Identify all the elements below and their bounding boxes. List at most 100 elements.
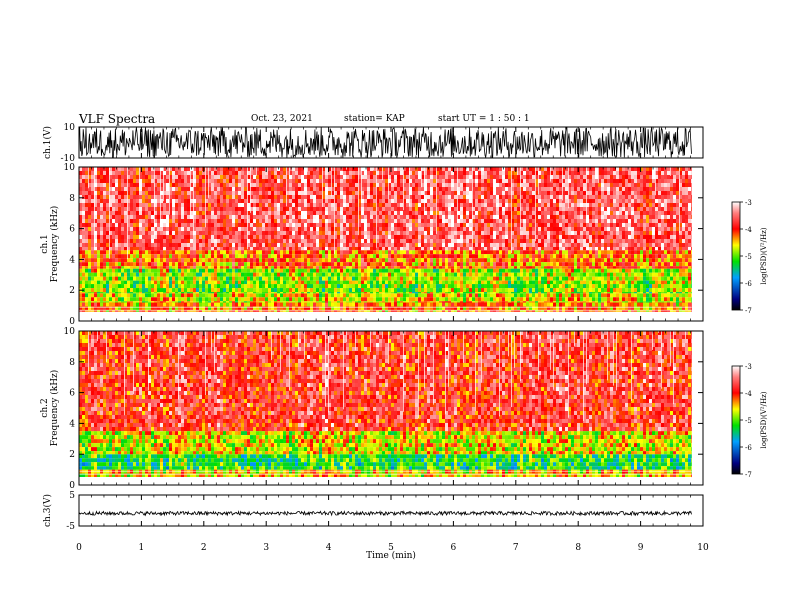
spectrogram-cell: [250, 297, 253, 301]
spectrogram-cell: [358, 262, 361, 266]
spectrogram-cell: [427, 254, 430, 258]
spectrogram-cell: [271, 293, 274, 297]
spectrogram-cell: [424, 231, 427, 235]
spectrogram-cell: [130, 250, 133, 254]
spectrogram-cell: [115, 297, 118, 301]
spectrogram-cell: [385, 231, 388, 235]
spectrogram-cell: [271, 231, 274, 235]
spectrogram-cell: [121, 199, 124, 203]
spectrogram-cell: [349, 239, 352, 243]
spectrogram-cell: [430, 235, 433, 239]
spectrogram-cell: [157, 179, 160, 183]
spectrogram-cell: [433, 288, 436, 292]
spectrogram-cell: [433, 277, 436, 281]
spectrogram-cell: [187, 195, 190, 199]
spectrogram-cell: [166, 293, 169, 297]
spectrogram-cell: [190, 247, 193, 250]
spectrogram-cell: [268, 293, 271, 297]
spectrogram-cell: [412, 231, 415, 235]
spectrogram-cell: [388, 243, 391, 247]
spectrogram-cell: [433, 215, 436, 219]
spectrogram-cell: [256, 277, 259, 281]
spectrogram-cell: [157, 311, 160, 312]
spectrogram-cell: [343, 203, 346, 207]
spectrogram-cell: [259, 199, 262, 203]
spectrogram-cell: [319, 207, 322, 211]
spectrogram-cell: [412, 258, 415, 262]
spectrogram-cell: [319, 195, 322, 199]
spectrogram-cell: [259, 269, 262, 273]
spectrogram-cell: [247, 301, 250, 302]
spectrogram-cell: [367, 179, 370, 183]
spectrogram-cell: [175, 303, 178, 307]
spectrogram-cell: [433, 258, 436, 262]
spectrogram-cell: [214, 243, 217, 247]
spectrogram-cell: [274, 250, 277, 254]
spectrogram-cell: [115, 199, 118, 203]
spectrogram-cell: [385, 243, 388, 247]
spectrogram-cell: [298, 250, 301, 254]
spectrogram-cell: [271, 199, 274, 203]
spectrogram-cell: [301, 288, 304, 292]
spectrogram-cell: [382, 269, 385, 273]
spectrogram-cell: [226, 311, 229, 312]
spectrogram-cell: [328, 258, 331, 262]
spectrogram-cell: [163, 207, 166, 211]
spectrogram-cell: [115, 239, 118, 243]
spectrogram-cell: [379, 292, 382, 293]
spectrogram-cell: [226, 183, 229, 187]
spectrogram-cell: [97, 277, 100, 281]
spectrogram-cell: [349, 293, 352, 297]
spectrogram-cell: [412, 239, 415, 243]
spectrogram-cell: [163, 301, 166, 302]
spectrogram-cell: [430, 311, 433, 312]
spectrogram-cell: [307, 215, 310, 219]
spectrogram-cell: [436, 235, 439, 239]
spectrogram-cell: [238, 262, 241, 266]
spectrogram-cell: [145, 187, 148, 191]
spectrogram-cell: [298, 195, 301, 199]
spectrogram-cell: [262, 179, 265, 183]
spectrogram-cell: [340, 207, 343, 211]
spectrogram-cell: [175, 211, 178, 215]
spectrogram-cell: [385, 250, 388, 254]
spectrogram-cell: [430, 243, 433, 247]
spectrogram-cell: [94, 288, 97, 292]
spectrogram-cell: [163, 219, 166, 223]
spectrogram-cell: [325, 311, 328, 312]
spectrogram-cell: [259, 191, 262, 195]
spectrogram-cell: [196, 273, 199, 277]
spectrogram-cell: [451, 179, 454, 183]
spectrogram-cell: [235, 247, 238, 250]
spectrogram-cell: [88, 191, 91, 195]
spectrogram-cell: [274, 311, 277, 312]
spectrogram-cell: [295, 262, 298, 266]
spectrogram-cell: [199, 266, 202, 268]
spectrogram-cell: [166, 301, 169, 302]
spectrogram-cell: [121, 301, 124, 302]
spectrogram-cell: [415, 266, 418, 268]
spectrogram-cell: [112, 207, 115, 211]
spectrogram-cell: [283, 288, 286, 292]
spectrogram-cell: [196, 277, 199, 281]
spectrogram-cell: [370, 288, 373, 292]
spectrogram-cell: [316, 266, 319, 268]
spectrogram-cell: [154, 254, 157, 258]
spectrogram-cell: [313, 284, 316, 288]
spectrogram-cell: [409, 239, 412, 243]
spectrogram-cell: [367, 250, 370, 254]
spectrogram-cell: [367, 292, 370, 293]
spectrogram-cell: [154, 262, 157, 266]
spectrogram-cell: [349, 311, 352, 312]
spectrogram-cell: [280, 207, 283, 211]
spectrogram-cell: [442, 273, 445, 277]
spectrogram-cell: [403, 258, 406, 262]
spectrogram-cell: [343, 167, 346, 171]
spectrogram-cell: [382, 293, 385, 297]
spectrogram-cell: [322, 227, 325, 231]
spectrogram-cell: [358, 239, 361, 243]
spectrogram-cell: [385, 262, 388, 266]
spectrogram-cell: [409, 254, 412, 258]
spectrogram-cell: [157, 266, 160, 268]
spectrogram-cell: [448, 183, 451, 187]
